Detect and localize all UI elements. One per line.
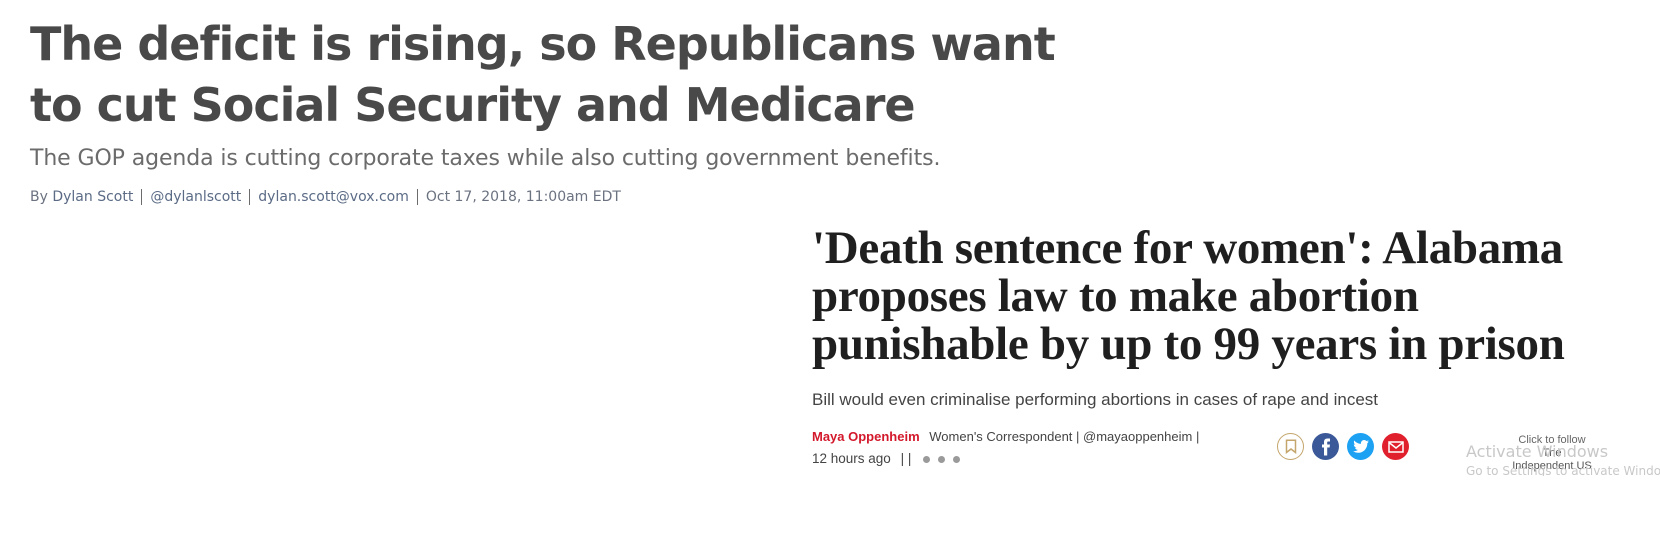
divider — [416, 189, 418, 205]
divider — [249, 189, 251, 205]
time-ago: 12 hours ago — [812, 451, 891, 466]
email-link[interactable]: dylan.scott@vox.com — [258, 189, 409, 205]
independent-subheadline: Bill would even criminalise performing a… — [812, 390, 1379, 409]
divider — [141, 189, 143, 205]
independent-meta-line: 12 hours ago | | — [812, 451, 961, 466]
author-handle-link[interactable]: @mayaoppenheim | — [1083, 429, 1200, 444]
email-icon[interactable] — [1382, 433, 1409, 460]
loading-dot — [938, 455, 946, 463]
loading-dot — [953, 455, 961, 463]
bookmark-icon[interactable] — [1277, 433, 1304, 460]
independent-author-line: Maya Oppenheim Women's Correspondent | @… — [812, 429, 1199, 444]
vox-subheadline: The GOP agenda is cutting corporate taxe… — [30, 146, 941, 171]
twitter-handle-link[interactable]: @dylanlscott — [150, 189, 242, 205]
follow-label: Click to follow — [1518, 434, 1586, 446]
meta-separator: | | — [900, 451, 912, 466]
independent-headline: 'Death sentence for women': Alabama prop… — [812, 222, 1565, 370]
author-role: Women's Correspondent | — [929, 429, 1080, 444]
author-name-link[interactable]: Maya Oppenheim — [812, 429, 920, 444]
byline-prefix: By — [30, 189, 48, 205]
loading-dot — [923, 455, 931, 463]
twitter-icon[interactable] — [1347, 433, 1374, 460]
windows-activation-watermark: Activate Windows Go to Settings to activ… — [1466, 442, 1660, 476]
watermark-subtitle: Go to Settings to activate Windows. — [1466, 464, 1660, 476]
follow-button[interactable]: Click to follow The Independent US — [1512, 434, 1592, 473]
vox-headline: The deficit is rising, so Republicans wa… — [30, 17, 1056, 132]
follow-publication: The Independent US — [1512, 447, 1592, 472]
vox-byline: By Dylan Scott @dylanlscott dylan.scott@vo… — [30, 189, 621, 205]
watermark-title: Activate Windows — [1466, 442, 1609, 461]
publish-date: Oct 17, 2018, 11:00am EDT — [425, 189, 621, 205]
author-link[interactable]: Dylan Scott — [52, 189, 134, 205]
facebook-icon[interactable] — [1312, 433, 1339, 460]
loading-dots — [923, 455, 961, 463]
